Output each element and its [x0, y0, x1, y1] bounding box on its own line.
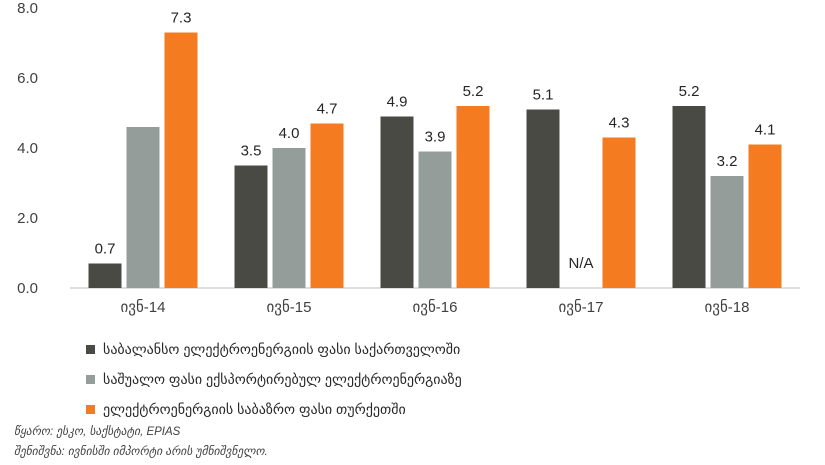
legend-label-series-2: საშუალო ფასი ექსპორტირებულ ელექტროენერგი…: [103, 370, 462, 387]
x-tick-label-4: ივნ-18: [705, 299, 750, 316]
value-label-series-1-0: 0.7: [95, 241, 116, 258]
legend-item-series-3: ელექტროენერგიის საბაზრო ფასი თურქეთში: [86, 394, 462, 424]
bar-series-1-0: [88, 263, 122, 288]
bar-series-1-4: [672, 106, 706, 288]
y-tick-label-2: 4.0: [17, 140, 38, 157]
chart-legend: საბალანსო ელექტროენერგიის ფასი საქართველ…: [86, 334, 462, 424]
bar-series-3-2: [456, 106, 490, 288]
x-tick-label-1: ივნ-15: [267, 299, 312, 316]
value-label-series-2-1: 4.0: [279, 125, 300, 142]
bar-series-3-3: [602, 137, 636, 288]
bar-series-1-3: [526, 109, 560, 288]
bar-series-1-1: [234, 165, 268, 288]
x-tick-label-0: ივნ-14: [121, 299, 166, 316]
bar-chart: 0.0 2.0 4.0 6.0 8.0 0.7 7.3 ივნ-14 3.5 4.0 4.7 ივნ-…: [17, 0, 800, 316]
bar-series-3-4: [748, 144, 782, 288]
y-tick-label-0: 0.0: [17, 280, 38, 297]
bar-series-2-1: [272, 148, 306, 288]
value-label-series-3-1: 4.7: [317, 101, 338, 118]
value-label-series-1-3: 5.1: [533, 87, 554, 104]
value-label-series-1-4: 5.2: [679, 83, 700, 100]
legend-item-series-2: საშუალო ფასი ექსპორტირებულ ელექტროენერგი…: [86, 364, 462, 394]
bar-series-3-1: [310, 123, 344, 288]
y-tick-label-1: 2.0: [17, 210, 38, 227]
bar-series-3-0: [164, 32, 198, 288]
y-tick-label-4: 8.0: [17, 0, 38, 17]
value-label-series-3-3: 4.3: [609, 115, 630, 132]
y-tick-label-3: 6.0: [17, 70, 38, 87]
bar-series-1-2: [380, 116, 414, 288]
value-label-series-1-1: 3.5: [241, 143, 262, 160]
source-note: წყარო: ესკო, საქსტატი, EPIAS: [14, 426, 181, 438]
legend-swatch-series-1: [86, 344, 95, 354]
value-label-series-2-2: 3.9: [425, 129, 446, 146]
x-tick-label-2: ივნ-16: [413, 299, 458, 316]
na-label-series-2-3: N/A: [568, 255, 593, 272]
legend-item-series-1: საბალანსო ელექტროენერგიის ფასი საქართველ…: [86, 334, 462, 364]
value-label-series-3-0: 7.3: [171, 10, 192, 27]
value-label-series-2-4: 3.2: [717, 153, 738, 170]
legend-label-series-1: საბალანსო ელექტროენერგიის ფასი საქართველ…: [103, 340, 461, 357]
legend-label-series-3: ელექტროენერგიის საბაზრო ფასი თურქეთში: [103, 400, 406, 417]
bar-series-2-0: [126, 127, 160, 288]
bar-series-2-2: [418, 151, 452, 288]
legend-swatch-series-3: [86, 404, 95, 414]
value-label-series-1-2: 4.9: [387, 94, 408, 111]
x-tick-label-3: ივნ-17: [559, 299, 604, 316]
value-label-series-3-2: 5.2: [463, 83, 484, 100]
bar-series-2-4: [710, 176, 744, 288]
chart-notes: წყარო: ესკო, საქსტატი, EPIAS შენიშვნა: ი…: [14, 422, 268, 462]
legend-swatch-series-2: [86, 374, 95, 384]
value-label-series-3-4: 4.1: [755, 122, 776, 139]
footnote: შენიშვნა: ივნისში იმპორტი არის უმნიშვნელ…: [14, 446, 268, 458]
